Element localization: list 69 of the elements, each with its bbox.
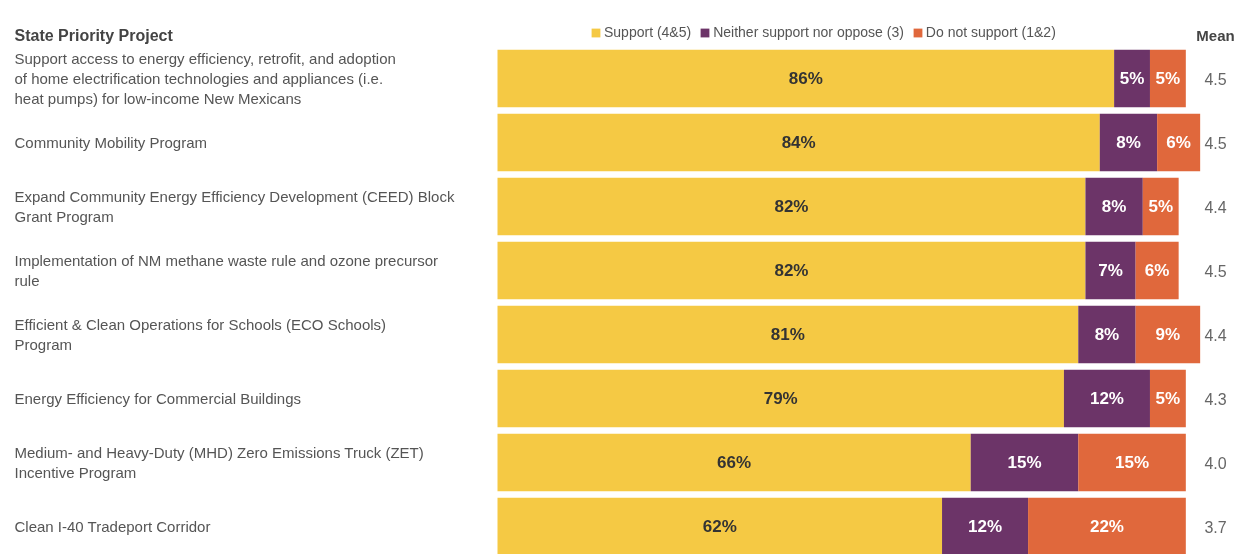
text: 4.5 (1204, 262, 1227, 280)
y-axis-title: State Priority Project (14, 27, 174, 45)
data-label: 84% (781, 133, 816, 152)
bar (497, 241, 1086, 300)
bar (1063, 369, 1150, 428)
data-label: 79% (763, 389, 798, 408)
bar (1085, 177, 1143, 236)
legend-label: Do not support (1&2) (925, 24, 1056, 40)
data-label: 8% (1101, 197, 1127, 216)
data-label: 6% (1166, 133, 1191, 152)
bar (1114, 49, 1150, 108)
bar (497, 113, 1100, 172)
data-label: 8% (1116, 133, 1141, 152)
bar (1149, 49, 1186, 108)
bar (1028, 497, 1186, 554)
data-label: 7% (1098, 261, 1123, 280)
data-label: 66% (717, 453, 752, 472)
bar (1142, 177, 1179, 236)
data-label: 5% (1119, 69, 1145, 88)
bar (970, 433, 1079, 492)
data-label: 5% (1148, 197, 1174, 216)
bar (1078, 433, 1186, 492)
data-label: 22% (1089, 517, 1124, 536)
y-tick-label: Energy Efficiency for Commercial Buildings (14, 390, 302, 407)
y-tick-label: Efficient & Clean Operations for Schools (ECO Schools) Program (14, 316, 387, 353)
bar (1149, 369, 1186, 428)
y-tick-label: Expand Community Energy Efficiency Development (CEED) Block Grant Program (14, 188, 455, 225)
y-tick-label: Medium- and Heavy-Duty (MHD) Zero Emissions Truck (ZET) Incentive Program (14, 444, 424, 481)
bar (497, 433, 971, 492)
data-label: 6% (1144, 261, 1170, 280)
data-label: 82% (774, 261, 809, 280)
text: 4.4 (1204, 198, 1227, 216)
data-label: 82% (774, 197, 809, 216)
data-label: 81% (770, 325, 805, 344)
data-label: 15% (1115, 453, 1150, 472)
text: 4.4 (1204, 326, 1227, 344)
text: Mean (1196, 27, 1235, 45)
bar (1157, 113, 1201, 172)
data-label: 12% (968, 517, 1003, 536)
data-label: 9% (1155, 325, 1181, 344)
text: 3.7 (1204, 518, 1227, 536)
y-tick-label: Community Mobility Program (14, 134, 208, 151)
bar (497, 497, 943, 554)
bar (497, 305, 1079, 364)
legend-label: Support (4&5) (604, 24, 692, 40)
data-label: 12% (1089, 389, 1124, 408)
text: 4.3 (1204, 390, 1227, 408)
text: 4.5 (1204, 70, 1227, 88)
data-label: 86% (788, 69, 823, 88)
text: 4.0 (1204, 454, 1227, 472)
bar (1085, 241, 1136, 300)
bar (1135, 305, 1201, 364)
bar (497, 49, 1115, 108)
data-label: 5% (1155, 389, 1181, 408)
data-label: 15% (1007, 453, 1042, 472)
data-label: 5% (1155, 69, 1181, 88)
bar (1099, 113, 1158, 172)
bar (1135, 241, 1179, 300)
bar (942, 497, 1029, 554)
data-label: 8% (1094, 325, 1120, 344)
data-label: 62% (702, 517, 737, 536)
y-tick-label: Clean I-40 Tradeport Corridor (14, 518, 211, 535)
bar (497, 369, 1064, 428)
y-tick-label: Support access to energy efficiency, retrofit, and adoption of home electrification technologies and appliances (i.e. heat pumps) for low-income New Mexicans (14, 50, 396, 107)
text: 4.5 (1204, 134, 1227, 152)
legend-label: Neither support nor oppose (3) (713, 24, 904, 40)
bar (497, 177, 1086, 236)
y-tick-label: Implementation of NM methane waste rule and ozone precursor rule (14, 252, 439, 289)
bar (1078, 305, 1136, 364)
